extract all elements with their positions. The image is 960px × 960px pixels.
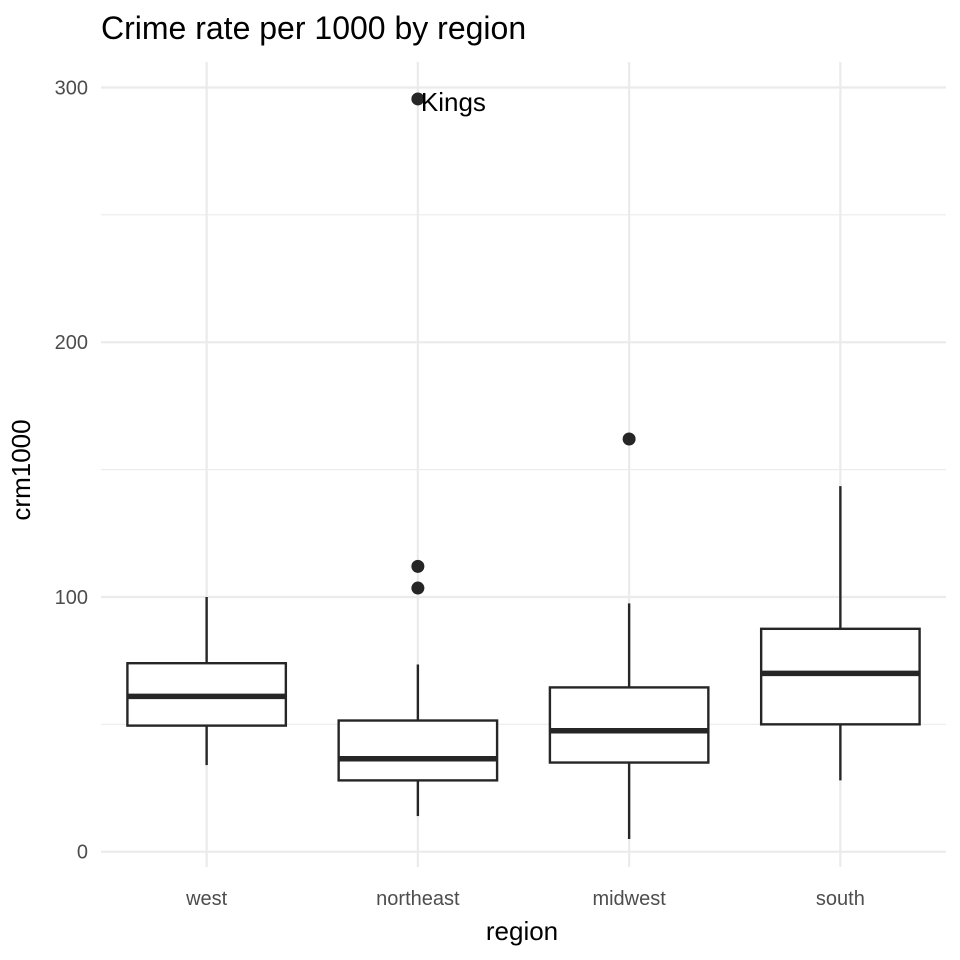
iqr-box: [548, 686, 710, 764]
outlier-point: [411, 559, 425, 573]
y-tick-label: 100: [55, 587, 88, 609]
iqr-box: [337, 719, 499, 782]
y-tick-label: 0: [77, 842, 88, 864]
x-tick-label: south: [816, 888, 865, 910]
outlier-annotation: Kings: [421, 87, 486, 117]
outlier-point: [622, 432, 636, 446]
chart-title: Crime rate per 1000 by region: [101, 10, 526, 46]
box-northeast: [337, 92, 499, 817]
grid-lines: [101, 62, 946, 867]
x-tick-label: northeast: [376, 888, 460, 910]
outlier-point: [411, 581, 425, 595]
box-west: [126, 596, 288, 766]
labels: 0 100 200 300 west northeast midwest south Kings: [55, 77, 865, 910]
y-tick-label: 200: [55, 332, 88, 354]
iqr-box: [759, 627, 921, 726]
x-tick-label: midwest: [592, 888, 666, 910]
outlier-point: [411, 92, 425, 106]
y-axis-title: crm1000: [6, 419, 36, 520]
y-tick-label: 300: [55, 77, 88, 99]
x-axis-title: region: [486, 916, 558, 946]
x-tick-label: west: [185, 888, 228, 910]
boxes: [126, 92, 921, 839]
box-midwest: [548, 432, 710, 839]
box-south: [759, 486, 921, 781]
